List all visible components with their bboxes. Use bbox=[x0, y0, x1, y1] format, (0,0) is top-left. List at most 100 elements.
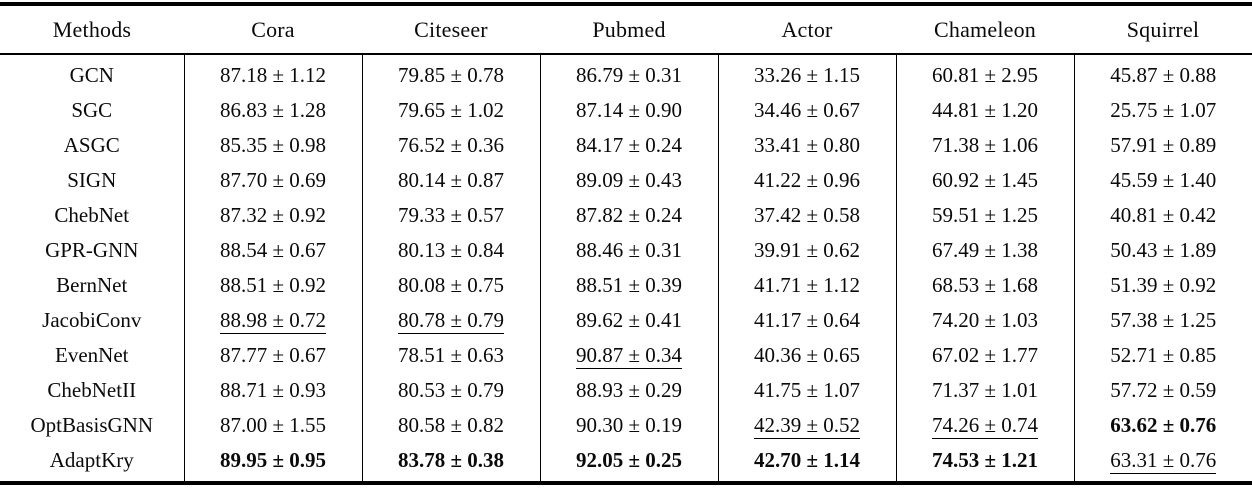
table-row: EvenNet 87.77 ± 0.67 78.51 ± 0.63 90.87 ± 0… bbox=[0, 338, 1252, 373]
result-cell: 63.62 ± 0.76 bbox=[1073, 408, 1252, 443]
result-cell: 88.51 ± 0.92 bbox=[183, 268, 362, 303]
result-value: 89.09 ± 0.43 bbox=[575, 168, 683, 192]
result-value: 41.22 ± 0.96 bbox=[753, 168, 861, 192]
result-cell: 33.26 ± 1.15 bbox=[717, 54, 896, 93]
method-label: JacobiConv bbox=[42, 308, 142, 332]
result-cell: 41.75 ± 1.07 bbox=[717, 373, 896, 408]
result-value: 87.18 ± 1.12 bbox=[219, 63, 327, 87]
header-row: Methods Cora Citeseer Pubmed Actor Chame… bbox=[0, 4, 1252, 55]
result-value: 60.81 ± 2.95 bbox=[931, 63, 1039, 87]
result-cell: 74.53 ± 1.21 bbox=[895, 443, 1074, 483]
result-cell: 79.65 ± 1.02 bbox=[361, 93, 540, 128]
result-cell: 40.36 ± 0.65 bbox=[717, 338, 896, 373]
result-value: 80.53 ± 0.79 bbox=[397, 378, 505, 402]
table-header: Methods Cora Citeseer Pubmed Actor Chame… bbox=[0, 4, 1252, 55]
result-value: 74.53 ± 1.21 bbox=[931, 448, 1039, 472]
result-cell: 45.87 ± 0.88 bbox=[1073, 54, 1252, 93]
table-row: GCN 87.18 ± 1.12 79.85 ± 0.78 86.79 ± 0.31 3… bbox=[0, 54, 1252, 93]
column-header-cora: Cora bbox=[184, 4, 362, 55]
result-cell: 39.91 ± 0.62 bbox=[717, 233, 896, 268]
result-value: 79.65 ± 1.02 bbox=[397, 98, 505, 122]
result-value: 74.26 ± 0.74 bbox=[931, 413, 1039, 439]
method-label: AdaptKry bbox=[49, 448, 134, 472]
column-header-squirrel: Squirrel bbox=[1074, 4, 1252, 55]
result-cell: 60.81 ± 2.95 bbox=[895, 54, 1074, 93]
result-value: 74.20 ± 1.03 bbox=[931, 308, 1039, 332]
method-label: ChebNet bbox=[54, 203, 130, 227]
result-cell: 57.91 ± 0.89 bbox=[1073, 128, 1252, 163]
results-table-body: GCN 87.18 ± 1.12 79.85 ± 0.78 86.79 ± 0.31 3… bbox=[0, 54, 1252, 483]
result-value: 87.70 ± 0.69 bbox=[219, 168, 327, 192]
result-value: 87.32 ± 0.92 bbox=[219, 203, 327, 227]
result-value: 88.46 ± 0.31 bbox=[575, 238, 683, 262]
table-row: JacobiConv 88.98 ± 0.72 80.78 ± 0.79 89.62 … bbox=[0, 303, 1252, 338]
table-row: SIGN 87.70 ± 0.69 80.14 ± 0.87 89.09 ± 0.43… bbox=[0, 163, 1252, 198]
result-cell: 67.02 ± 1.77 bbox=[895, 338, 1074, 373]
method-label: BernNet bbox=[56, 273, 128, 297]
method-label: ASGC bbox=[63, 133, 120, 157]
result-cell: 44.81 ± 1.20 bbox=[895, 93, 1074, 128]
result-value: 86.79 ± 0.31 bbox=[575, 63, 683, 87]
table-row: AdaptKry 89.95 ± 0.95 83.78 ± 0.38 92.05 ± … bbox=[0, 443, 1252, 483]
result-cell: 41.17 ± 0.64 bbox=[717, 303, 896, 338]
method-label: GPR-GNN bbox=[45, 238, 139, 262]
result-cell: 34.46 ± 0.67 bbox=[717, 93, 896, 128]
result-value: 87.14 ± 0.90 bbox=[575, 98, 683, 122]
result-cell: 86.79 ± 0.31 bbox=[539, 54, 718, 93]
result-value: 80.78 ± 0.79 bbox=[397, 308, 505, 334]
result-cell: 83.78 ± 0.38 bbox=[361, 443, 540, 483]
result-value: 25.75 ± 1.07 bbox=[1110, 98, 1217, 122]
result-cell: 89.09 ± 0.43 bbox=[539, 163, 718, 198]
result-value: 57.72 ± 0.59 bbox=[1110, 378, 1217, 402]
table-row: ASGC 85.35 ± 0.98 76.52 ± 0.36 84.17 ± 0.24… bbox=[0, 128, 1252, 163]
result-value: 88.98 ± 0.72 bbox=[219, 308, 327, 334]
column-header-methods: Methods bbox=[0, 4, 184, 55]
result-value: 87.77 ± 0.67 bbox=[219, 343, 327, 367]
result-cell: 40.81 ± 0.42 bbox=[1073, 198, 1252, 233]
result-value: 63.31 ± 0.76 bbox=[1110, 448, 1217, 474]
result-value: 45.87 ± 0.88 bbox=[1110, 63, 1217, 87]
result-value: 80.08 ± 0.75 bbox=[397, 273, 505, 297]
result-value: 40.81 ± 0.42 bbox=[1110, 203, 1217, 227]
result-cell: 76.52 ± 0.36 bbox=[361, 128, 540, 163]
table-row: OptBasisGNN 87.00 ± 1.55 80.58 ± 0.82 90.30… bbox=[0, 408, 1252, 443]
result-cell: 88.54 ± 0.67 bbox=[183, 233, 362, 268]
table-row: ChebNet 87.32 ± 0.92 79.33 ± 0.57 87.82 ± 0… bbox=[0, 198, 1252, 233]
result-cell: 71.38 ± 1.06 bbox=[895, 128, 1074, 163]
table-row: SGC 86.83 ± 1.28 79.65 ± 1.02 87.14 ± 0.90 3… bbox=[0, 93, 1252, 128]
result-value: 89.95 ± 0.95 bbox=[219, 448, 327, 472]
result-value: 85.35 ± 0.98 bbox=[219, 133, 327, 157]
result-value: 41.71 ± 1.12 bbox=[753, 273, 861, 297]
result-value: 42.39 ± 0.52 bbox=[753, 413, 861, 439]
result-value: 33.41 ± 0.80 bbox=[753, 133, 861, 157]
result-cell: 60.92 ± 1.45 bbox=[895, 163, 1074, 198]
column-header-pubmed: Pubmed bbox=[540, 4, 718, 55]
result-value: 80.14 ± 0.87 bbox=[397, 168, 505, 192]
result-value: 44.81 ± 1.20 bbox=[931, 98, 1039, 122]
result-cell: 86.83 ± 1.28 bbox=[183, 93, 362, 128]
result-value: 33.26 ± 1.15 bbox=[753, 63, 861, 87]
result-cell: 68.53 ± 1.68 bbox=[895, 268, 1074, 303]
result-cell: 87.82 ± 0.24 bbox=[539, 198, 718, 233]
result-cell: 90.87 ± 0.34 bbox=[539, 338, 718, 373]
result-value: 52.71 ± 0.85 bbox=[1110, 343, 1217, 367]
result-value: 88.93 ± 0.29 bbox=[575, 378, 683, 402]
result-cell: 80.78 ± 0.79 bbox=[361, 303, 540, 338]
table-row: GPR-GNN 88.54 ± 0.67 80.13 ± 0.84 88.46 ± 0… bbox=[0, 233, 1252, 268]
result-cell: 51.39 ± 0.92 bbox=[1073, 268, 1252, 303]
result-value: 34.46 ± 0.67 bbox=[753, 98, 861, 122]
result-value: 88.51 ± 0.92 bbox=[219, 273, 327, 297]
result-cell: 59.51 ± 1.25 bbox=[895, 198, 1074, 233]
result-value: 89.62 ± 0.41 bbox=[575, 308, 683, 332]
result-value: 90.87 ± 0.34 bbox=[575, 343, 683, 369]
table-row: BernNet 88.51 ± 0.92 80.08 ± 0.75 88.51 ± 0… bbox=[0, 268, 1252, 303]
result-value: 42.70 ± 1.14 bbox=[753, 448, 861, 472]
result-value: 88.54 ± 0.67 bbox=[219, 238, 327, 262]
result-cell: 78.51 ± 0.63 bbox=[361, 338, 540, 373]
result-value: 79.33 ± 0.57 bbox=[397, 203, 505, 227]
method-label: EvenNet bbox=[55, 343, 129, 367]
method-label: OptBasisGNN bbox=[30, 413, 153, 437]
result-cell: 87.14 ± 0.90 bbox=[539, 93, 718, 128]
result-value: 88.51 ± 0.39 bbox=[575, 273, 683, 297]
